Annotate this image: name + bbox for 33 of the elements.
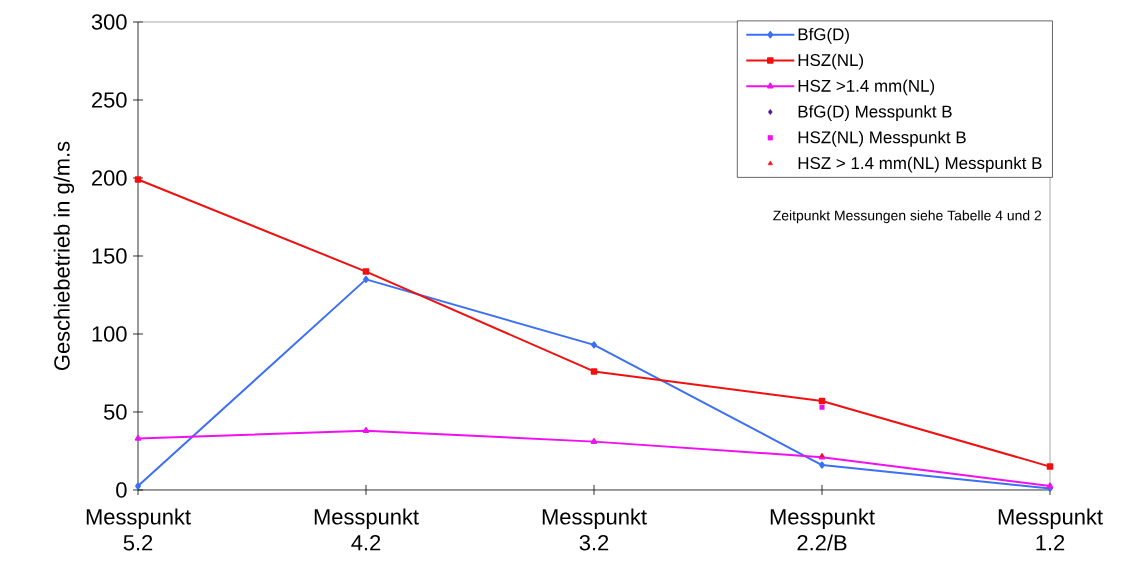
- y-tick-label: 300: [91, 14, 127, 30]
- point: [818, 397, 826, 405]
- legend-label: HSZ >1.4 mm(NL): [798, 79, 935, 96]
- y-tick-label: 50: [103, 404, 127, 420]
- point: [819, 461, 825, 469]
- y-tick-label: 100: [92, 326, 127, 342]
- x-tick-label: Messpunkt 4.2: [314, 508, 419, 551]
- legend-label: HSZ(NL): [798, 53, 864, 70]
- x-tick-label: Messpunkt 3.2: [542, 508, 647, 551]
- point: [363, 275, 369, 283]
- point: [134, 434, 142, 441]
- x-tick-label: Messpunkt 1.2: [998, 508, 1103, 551]
- point: [135, 482, 141, 490]
- point: [590, 368, 598, 375]
- point: [591, 341, 597, 349]
- point: [819, 404, 825, 410]
- y-axis-title: Geschiebetrieb in g/m.s: [53, 141, 75, 370]
- y-tick-label: 150: [92, 248, 127, 264]
- y-tick-label: 250: [92, 92, 127, 108]
- point: [362, 427, 370, 433]
- legend-label: BfG(D) Messpunkt B: [798, 105, 952, 121]
- y-tick-label: 0: [116, 482, 127, 498]
- legend-label: BfG(D): [798, 27, 849, 44]
- legend-label: HSZ > 1.4 mm(NL) Messpunkt B: [798, 156, 1042, 173]
- y-tick-label: 200: [92, 170, 127, 186]
- point: [134, 176, 142, 183]
- x-tick-label: Messpunkt 5.2: [86, 508, 191, 551]
- x-tick-label: Messpunkt 2.2/B: [770, 508, 875, 551]
- point: [1046, 463, 1054, 470]
- annotation: Zeitpunkt Messungen siehe Tabelle 4 und 2: [773, 210, 1042, 224]
- point: [590, 438, 598, 444]
- point: [362, 268, 370, 275]
- legend-label: HSZ(NL) Messpunkt B: [798, 130, 966, 147]
